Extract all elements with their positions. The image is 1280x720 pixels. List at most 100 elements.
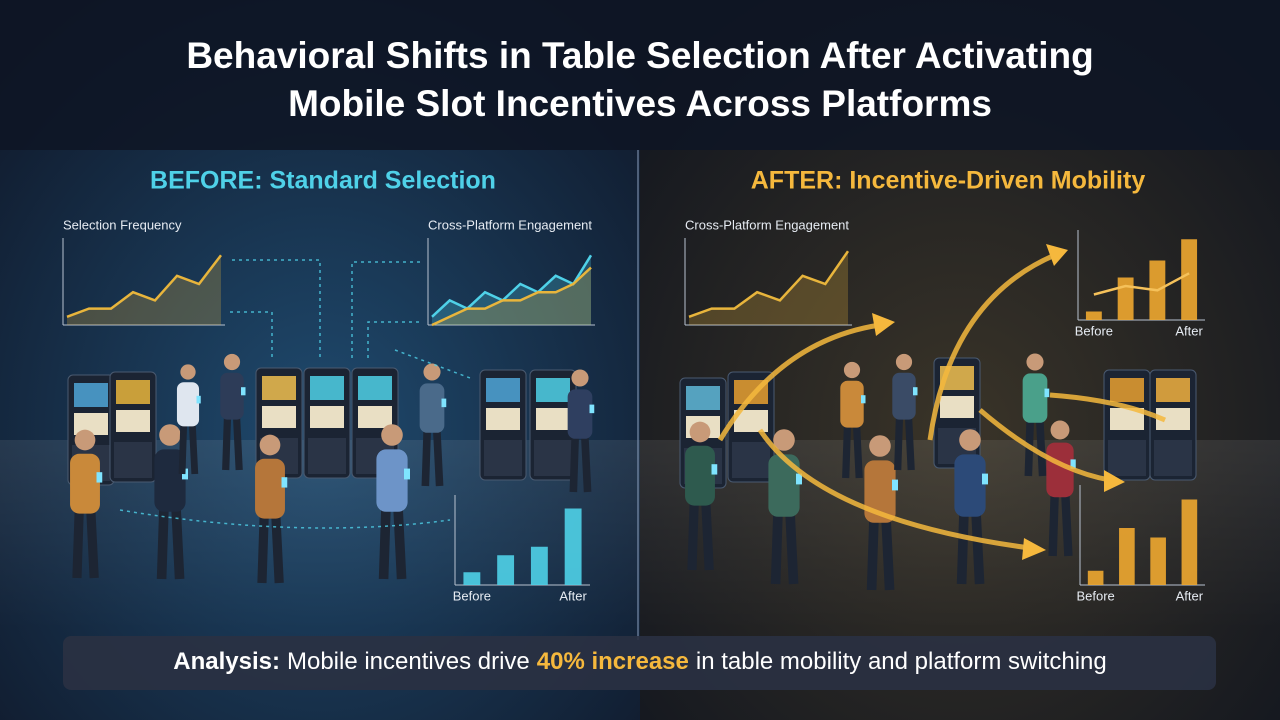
- phone: [982, 473, 988, 485]
- person-body: [154, 449, 186, 512]
- person-body: [70, 453, 100, 514]
- area: [689, 251, 848, 325]
- person-leg: [432, 428, 444, 487]
- slot-reels: [1110, 408, 1144, 430]
- slot-reels: [734, 410, 768, 432]
- person-head: [223, 353, 241, 371]
- person-leg: [271, 513, 284, 584]
- slot-reels: [486, 408, 520, 430]
- person-body: [1046, 442, 1074, 498]
- person-body: [255, 458, 285, 519]
- person-body: [419, 383, 445, 433]
- slot-screen: [486, 378, 520, 402]
- bar: [1181, 499, 1198, 585]
- phone: [281, 477, 288, 488]
- line: [1093, 272, 1190, 296]
- slot-base: [308, 438, 346, 474]
- person-head: [180, 364, 196, 380]
- person-body: [685, 445, 715, 506]
- person-leg: [257, 513, 269, 584]
- person-body: [892, 372, 916, 420]
- person-leg: [1048, 492, 1059, 557]
- phone: [1044, 388, 1050, 398]
- phone: [196, 395, 201, 404]
- person-leg: [785, 511, 799, 585]
- person-leg: [421, 428, 432, 487]
- person-body: [1022, 373, 1048, 423]
- person-head: [869, 435, 891, 457]
- title-line: Behavioral Shifts in Table Selection Aft…: [186, 35, 1093, 76]
- arrow-head: [1046, 244, 1068, 266]
- bar: [463, 572, 481, 585]
- bar: [1119, 528, 1135, 585]
- bar: [1085, 311, 1102, 320]
- person-leg: [378, 506, 391, 580]
- person-body: [840, 380, 864, 428]
- title-line: Mobile Slot Incentives Across Platforms: [288, 83, 992, 124]
- phone: [589, 404, 595, 414]
- person-leg: [222, 415, 232, 471]
- person-head: [959, 429, 981, 451]
- phone: [892, 479, 898, 491]
- slot-screen: [310, 376, 344, 400]
- person-head: [689, 421, 711, 443]
- phone: [861, 395, 866, 404]
- person-leg: [1061, 492, 1073, 557]
- analysis-part: in table mobility and platform switching: [696, 648, 1107, 675]
- phone: [96, 472, 103, 483]
- bar: [1150, 537, 1166, 585]
- arrow: [757, 428, 1031, 551]
- person-head: [843, 361, 861, 379]
- arrow-heads: [872, 244, 1125, 560]
- analysis-box: [63, 636, 1216, 690]
- person-body: [376, 449, 408, 512]
- arrow-head: [1104, 470, 1125, 492]
- slot-screen: [358, 376, 392, 400]
- person-leg: [178, 422, 188, 475]
- slot-screen: [262, 376, 296, 400]
- phone: [796, 473, 802, 485]
- person-leg: [904, 415, 915, 471]
- x-tick-label: After: [1176, 588, 1204, 603]
- person-head: [571, 369, 589, 387]
- dotted-paths: [119, 259, 471, 529]
- bar: [564, 508, 582, 585]
- slot-reels: [74, 413, 108, 435]
- before-heading: BEFORE: Standard Selection: [150, 167, 496, 195]
- person-head: [74, 429, 96, 451]
- person-head: [895, 353, 913, 371]
- person-body: [220, 372, 244, 420]
- slot-screen: [536, 378, 570, 402]
- person-head: [1026, 353, 1044, 371]
- line: [431, 266, 592, 327]
- person-head: [1050, 420, 1070, 440]
- person-leg: [881, 517, 895, 591]
- person-leg: [188, 422, 199, 475]
- x-tick-label: Before: [1075, 323, 1113, 338]
- phone: [1070, 459, 1076, 469]
- area: [432, 267, 591, 325]
- person-body: [768, 454, 800, 517]
- x-tick-label: Before: [453, 588, 491, 603]
- slot-reels: [940, 396, 974, 418]
- slot-base: [484, 440, 522, 476]
- slot-base: [114, 442, 152, 478]
- person-body: [954, 454, 986, 517]
- slot-reels: [536, 408, 570, 430]
- line: [431, 254, 593, 318]
- person-leg: [569, 434, 580, 493]
- person-leg: [580, 434, 592, 493]
- arrow: [1049, 392, 1167, 423]
- person-leg: [156, 506, 169, 580]
- phone: [404, 468, 410, 480]
- slot-reels: [262, 406, 296, 428]
- line: [688, 250, 850, 318]
- analysis-highlight: 40% increase: [537, 648, 689, 675]
- person-leg: [86, 508, 99, 579]
- phone: [913, 387, 918, 396]
- area: [67, 255, 221, 325]
- chart-title: Cross-Platform Engagement: [685, 217, 849, 232]
- slot-base: [1154, 440, 1192, 476]
- person-leg: [842, 423, 852, 479]
- person-leg: [956, 511, 969, 585]
